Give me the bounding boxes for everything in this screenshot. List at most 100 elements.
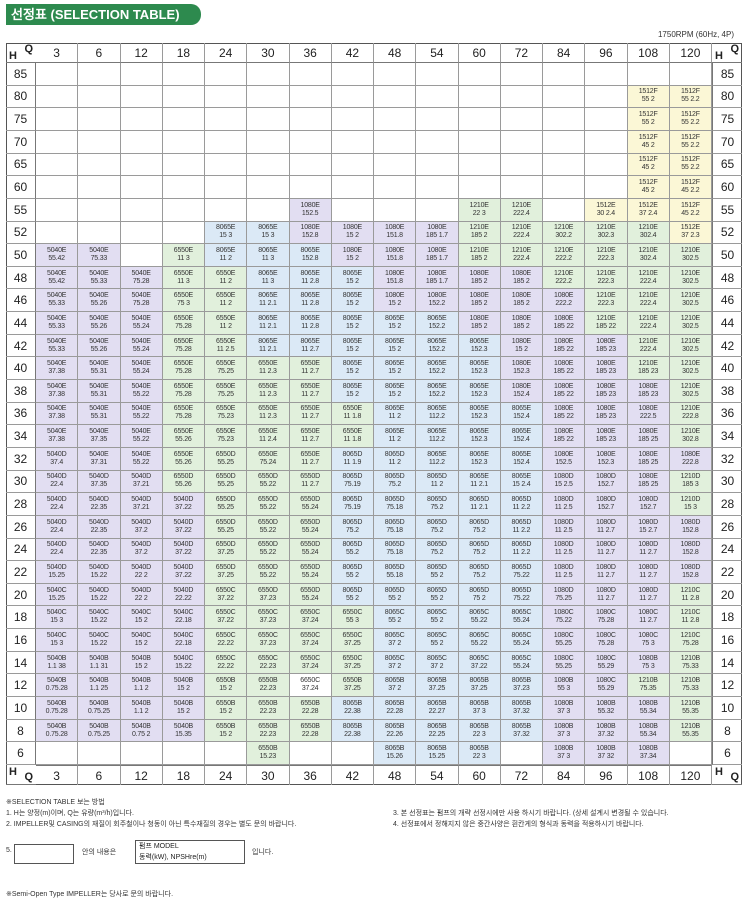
table-cell: 5040C 22.18 [162,606,205,630]
column-footer-q: 36 [289,765,332,785]
cell-power-npsh: 55 2.2 [681,164,700,172]
cell-power-npsh: 55.35 [682,730,699,738]
cell-power-npsh: 37.31 [90,458,108,466]
q-axis-label: Q [730,771,739,783]
cell-power-npsh: 302.3 [597,232,615,240]
table-cell: 6550D 55.22 [247,493,290,516]
table-cell: 5040D 22.35 [78,515,121,539]
table-cell: 8065B 37.32 [500,719,543,743]
cell-power-npsh: 15 2 [219,707,233,715]
cell-power-npsh: 151.8 [386,232,403,240]
cell-model: 1512F [680,179,700,187]
cell-model: 1210E [680,269,700,277]
cell-power-npsh: 22.22 [175,594,192,602]
row-label-h: 34 [712,425,742,448]
cell-power-npsh: 55 2 [430,594,444,602]
cell-model: 1080E [596,428,616,436]
cell-model: 6550D [258,496,278,504]
cell-model: 6550E [173,428,193,436]
table-cell: 1080B 37.34 [627,742,670,765]
table-cell: 5040B 0.75.28 [36,674,79,698]
table-cell: 6550E 11 1.8 [331,425,374,448]
cell-model: 1080D [596,518,616,526]
table-cell: 8065C 37.22 [458,651,501,675]
cell-model: 1512F [680,156,700,164]
cell-power-npsh: 37.22 [175,572,192,579]
cell-model: 8065B [427,745,447,753]
table-cell: 8065C 55 2 [416,629,459,652]
table-cell: 5040B 1.1 38 [36,651,79,675]
table-cell: 8065C 55 2 [374,606,417,630]
row-label-h: 12 [712,674,742,698]
cell-power-npsh: 11 2.7 [301,368,319,376]
table-cell: 8065E 15 3 [247,221,290,245]
table-cell [585,153,628,177]
table-cell: 6550E 75.23 [205,425,248,448]
cell-model: 1210E [680,405,700,413]
cell-model: 8065D [342,541,363,549]
table-cell: 6550D 37.25 [205,561,248,584]
row-label-h: 48 [6,266,36,290]
table-cell: 5040D 37.4 [36,447,79,471]
cell-model: 5040E [131,292,151,300]
cell-power-npsh: 55 2 [430,639,444,647]
cell-power-npsh: 11 2 [388,413,401,421]
table-cell: 8065C 55.24 [500,629,543,652]
cell-power-npsh: 37.25 [217,572,234,579]
cell-power-npsh: 152.8 [682,572,699,579]
cell-power-npsh: 0.75 2 [131,730,151,738]
cell-model: 6550C [258,654,278,662]
cell-model: 8065E [427,314,447,322]
table-cell: 6550E 11 2 [205,312,248,335]
table-cell: 5040C 15 2 [120,629,163,652]
row-label-h: 32 [6,447,36,471]
cell-model: 1080C [553,609,574,617]
table-cell: 6550B 22.28 [289,697,332,720]
table-cell: 8065B 22.26 [374,719,417,743]
table-cell: 6550C 37.24 [289,629,332,652]
cell-model: 5040E [131,450,151,458]
cell-model: 1210C [680,586,701,594]
cell-power-npsh: 15 2 [388,322,402,330]
cell-model: 8065E [342,314,362,322]
table-cell: 6550C 22.22 [205,629,248,652]
cell-power-npsh: 15 3 [219,232,233,240]
cell-model: 6550E [173,360,193,368]
cell-power-npsh: 75.28 [175,345,192,353]
cell-power-npsh: 11 2.2 [512,526,531,534]
table-cell: 1080E 15 2 [331,244,374,267]
table-cell: 5040D 37.35 [78,470,121,494]
cell-model: 5040B [89,654,109,662]
table-cell: 1080E 185 23 [585,357,628,381]
row-label-h: 28 [6,493,36,516]
cell-model: 1080B [554,677,574,685]
table-cell: 1080D 11 2.7 [585,583,628,607]
table-cell: 6550E 11 2.7 [289,357,332,381]
cell-model: 6550D [258,473,278,481]
cell-power-npsh: 11 2 [219,300,232,308]
cell-model: 5040D [131,496,151,504]
row-label-h: 8 [712,719,742,743]
cell-power-npsh: 11 2.7 [597,549,615,557]
table-cell: 1080E 222.5 [627,402,670,426]
column-footer-q: 3 [36,765,79,785]
cell-power-npsh: 11 1.8 [343,436,362,444]
cell-model: 8065E [427,360,447,368]
table-cell: 1210E 302.4 [627,221,670,245]
cell-power-npsh: 11 2.7 [639,572,657,579]
cell-power-npsh: 11 2 [219,254,232,262]
cell-power-npsh: 151.8 [386,277,403,285]
cell-power-npsh: 11 2.1 [470,504,488,512]
cell-model: 1080C [638,631,658,639]
table-cell: 8065E 11 2 [205,244,248,267]
cell-model: 1080B [554,745,574,753]
cell-model: 5040D [89,496,109,504]
cell-power-npsh: 185 25 [638,481,659,489]
cell-power-npsh: 55 2 [430,572,444,579]
cell-power-npsh: 152.5 [301,209,319,217]
table-cell [78,108,121,131]
cell-model: 1080E [342,246,362,254]
cell-model: 1210E [596,269,616,277]
table-cell [500,742,543,765]
cell-model: 6550E [300,360,320,368]
